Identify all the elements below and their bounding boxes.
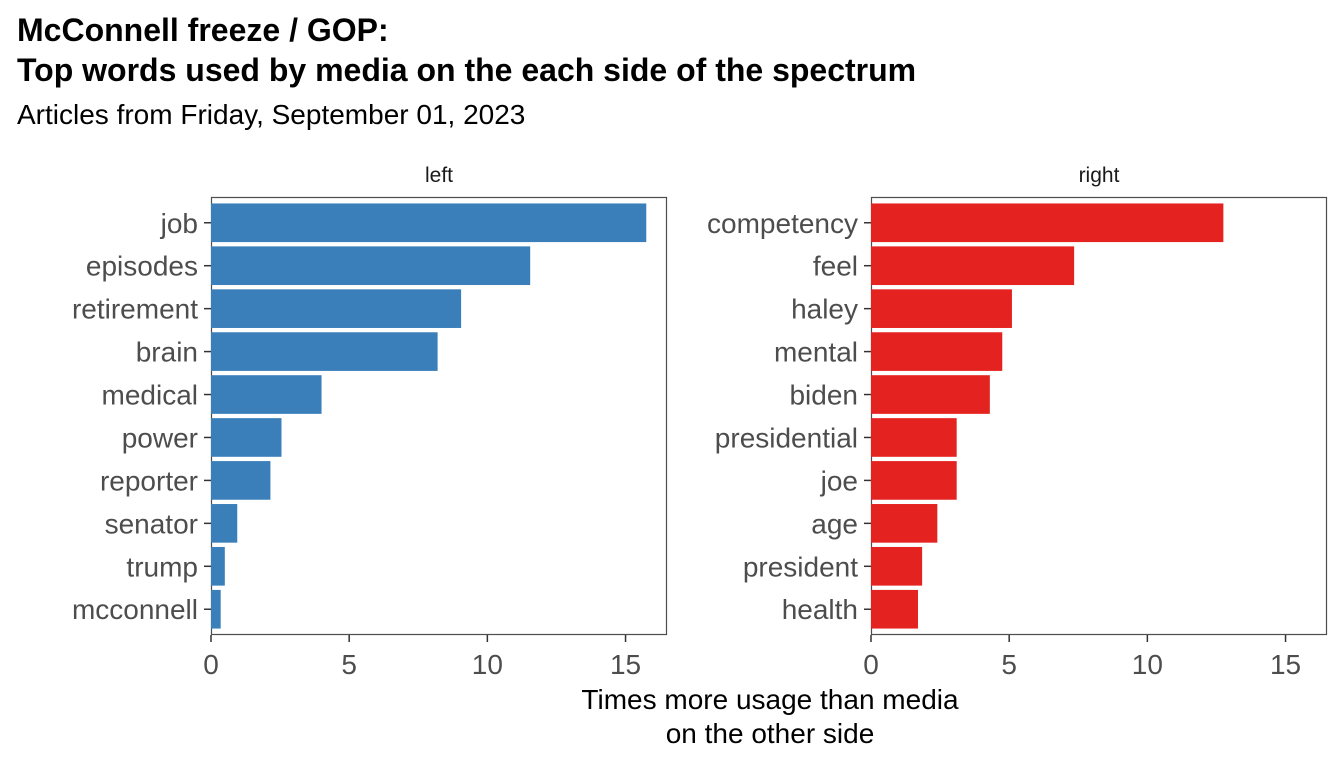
x-tick-label-5: 5 — [341, 649, 357, 680]
x-tick-label-0: 0 — [203, 649, 219, 680]
y-tick-label-competency: competency — [707, 208, 858, 239]
y-tick-label-trump: trump — [126, 551, 198, 582]
y-tick-label-health: health — [782, 594, 858, 625]
chart-title-line-2: Top words used by media on the each side… — [17, 52, 917, 88]
y-tick-label-haley: haley — [791, 294, 858, 325]
facet-panel-right: right competency feel haley mental biden presi… — [707, 164, 1328, 680]
bar-mcconnell — [211, 589, 221, 629]
facet-label-left: left — [425, 164, 453, 187]
y-tick-label-feel: feel — [813, 251, 858, 282]
y-tick-label-senator: senator — [105, 508, 198, 539]
bar-trump — [211, 546, 225, 586]
y-tick-label-age: age — [811, 508, 858, 539]
bar-president — [871, 546, 923, 586]
y-tick-label-joe: joe — [820, 465, 858, 496]
x-tick-label-0: 0 — [863, 649, 879, 680]
bar-feel — [871, 246, 1075, 286]
bar-joe — [871, 461, 957, 500]
x-tick-label-10: 10 — [1132, 649, 1163, 680]
y-tick-label-job: job — [160, 208, 198, 239]
bar-power — [211, 418, 282, 457]
bar-job — [211, 203, 647, 243]
bar-biden — [871, 375, 990, 414]
x-tick-label-15: 15 — [1270, 649, 1301, 680]
bar-haley — [871, 289, 1012, 328]
x-tick-label-15: 15 — [610, 649, 641, 680]
y-tick-label-reporter: reporter — [100, 465, 198, 496]
y-tick-label-presidential: presidential — [715, 422, 858, 453]
x-tick-label-10: 10 — [472, 649, 503, 680]
bar-age — [871, 504, 938, 543]
bar-brain — [211, 332, 438, 371]
bar-episodes — [211, 246, 531, 286]
y-tick-label-biden: biden — [789, 380, 858, 411]
y-tick-label-brain: brain — [136, 337, 198, 368]
chart-title-line-1: McConnell freeze / GOP: — [17, 12, 389, 48]
x-tick-label-5: 5 — [1001, 649, 1017, 680]
y-tick-label-mcconnell: mcconnell — [72, 594, 198, 625]
y-tick-label-mental: mental — [774, 337, 858, 368]
y-tick-label-president: president — [743, 551, 858, 582]
bar-reporter — [211, 461, 271, 500]
bar-senator — [211, 504, 238, 543]
y-tick-label-power: power — [122, 422, 198, 453]
facet-panel-left: left job episodes retirement brain medical pow… — [72, 164, 668, 680]
facet-label-right: right — [1079, 164, 1120, 187]
x-axis-label-line-1: Times more usage than media — [581, 684, 959, 715]
bar-retirement — [211, 289, 462, 328]
y-tick-label-episodes: episodes — [86, 251, 198, 282]
bar-presidential — [871, 418, 957, 457]
y-tick-label-retirement: retirement — [72, 294, 198, 325]
bar-medical — [211, 375, 322, 414]
bar-health — [871, 589, 918, 629]
bar-mental — [871, 332, 1003, 371]
x-axis-label-line-2: on the other side — [665, 718, 875, 749]
chart-subtitle: Articles from Friday, September 01, 2023 — [17, 99, 526, 130]
y-tick-label-medical: medical — [102, 380, 198, 411]
bar-competency — [871, 203, 1224, 243]
